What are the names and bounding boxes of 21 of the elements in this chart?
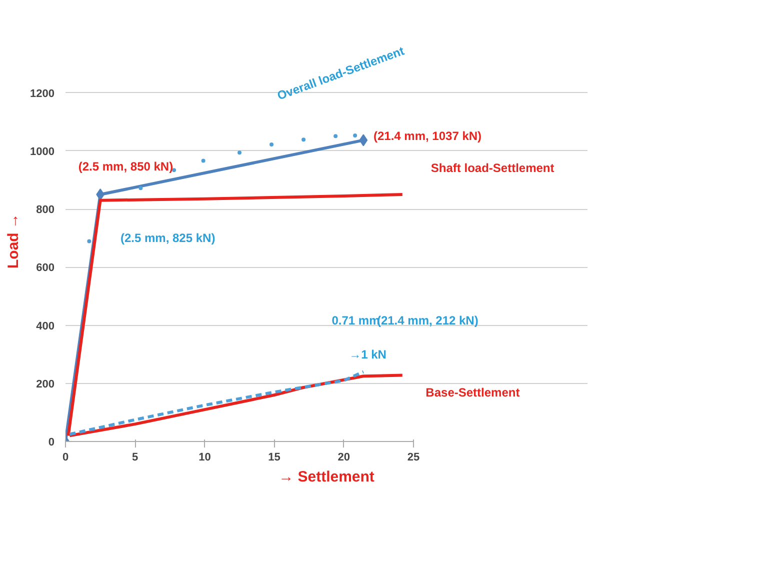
y-tick-label: 800: [36, 204, 55, 216]
y-tick-label: 1200: [30, 88, 55, 100]
x-tick-label: 25: [407, 452, 420, 464]
x-tick-label: 0: [62, 452, 69, 464]
text: Shaft load-Settlement: [430, 160, 554, 175]
x-tick-label: 10: [198, 452, 211, 464]
x-tick-label: 5: [132, 452, 138, 464]
y-axis-title: Load →: [5, 214, 22, 268]
annotation: (21.4 mm, 1037 kN): [373, 129, 482, 144]
y-tick-label: 600: [36, 262, 55, 274]
y-tick-label: 1000: [30, 146, 55, 158]
x-axis-title: → Settlement: [278, 468, 374, 486]
text: Base-Settlement: [426, 386, 520, 400]
annotation: →1 kN: [349, 347, 386, 362]
annotation: (2.5 mm, 825 kN): [120, 230, 216, 245]
x-tick-label: 15: [268, 452, 280, 464]
y-tick-label: 200: [36, 378, 55, 390]
x-tick-label: 20: [338, 452, 350, 464]
y-tick-label: 400: [36, 320, 55, 332]
annotation: (2.5 mm, 850 kN): [78, 160, 174, 174]
y-tick-label: 0: [48, 436, 55, 448]
